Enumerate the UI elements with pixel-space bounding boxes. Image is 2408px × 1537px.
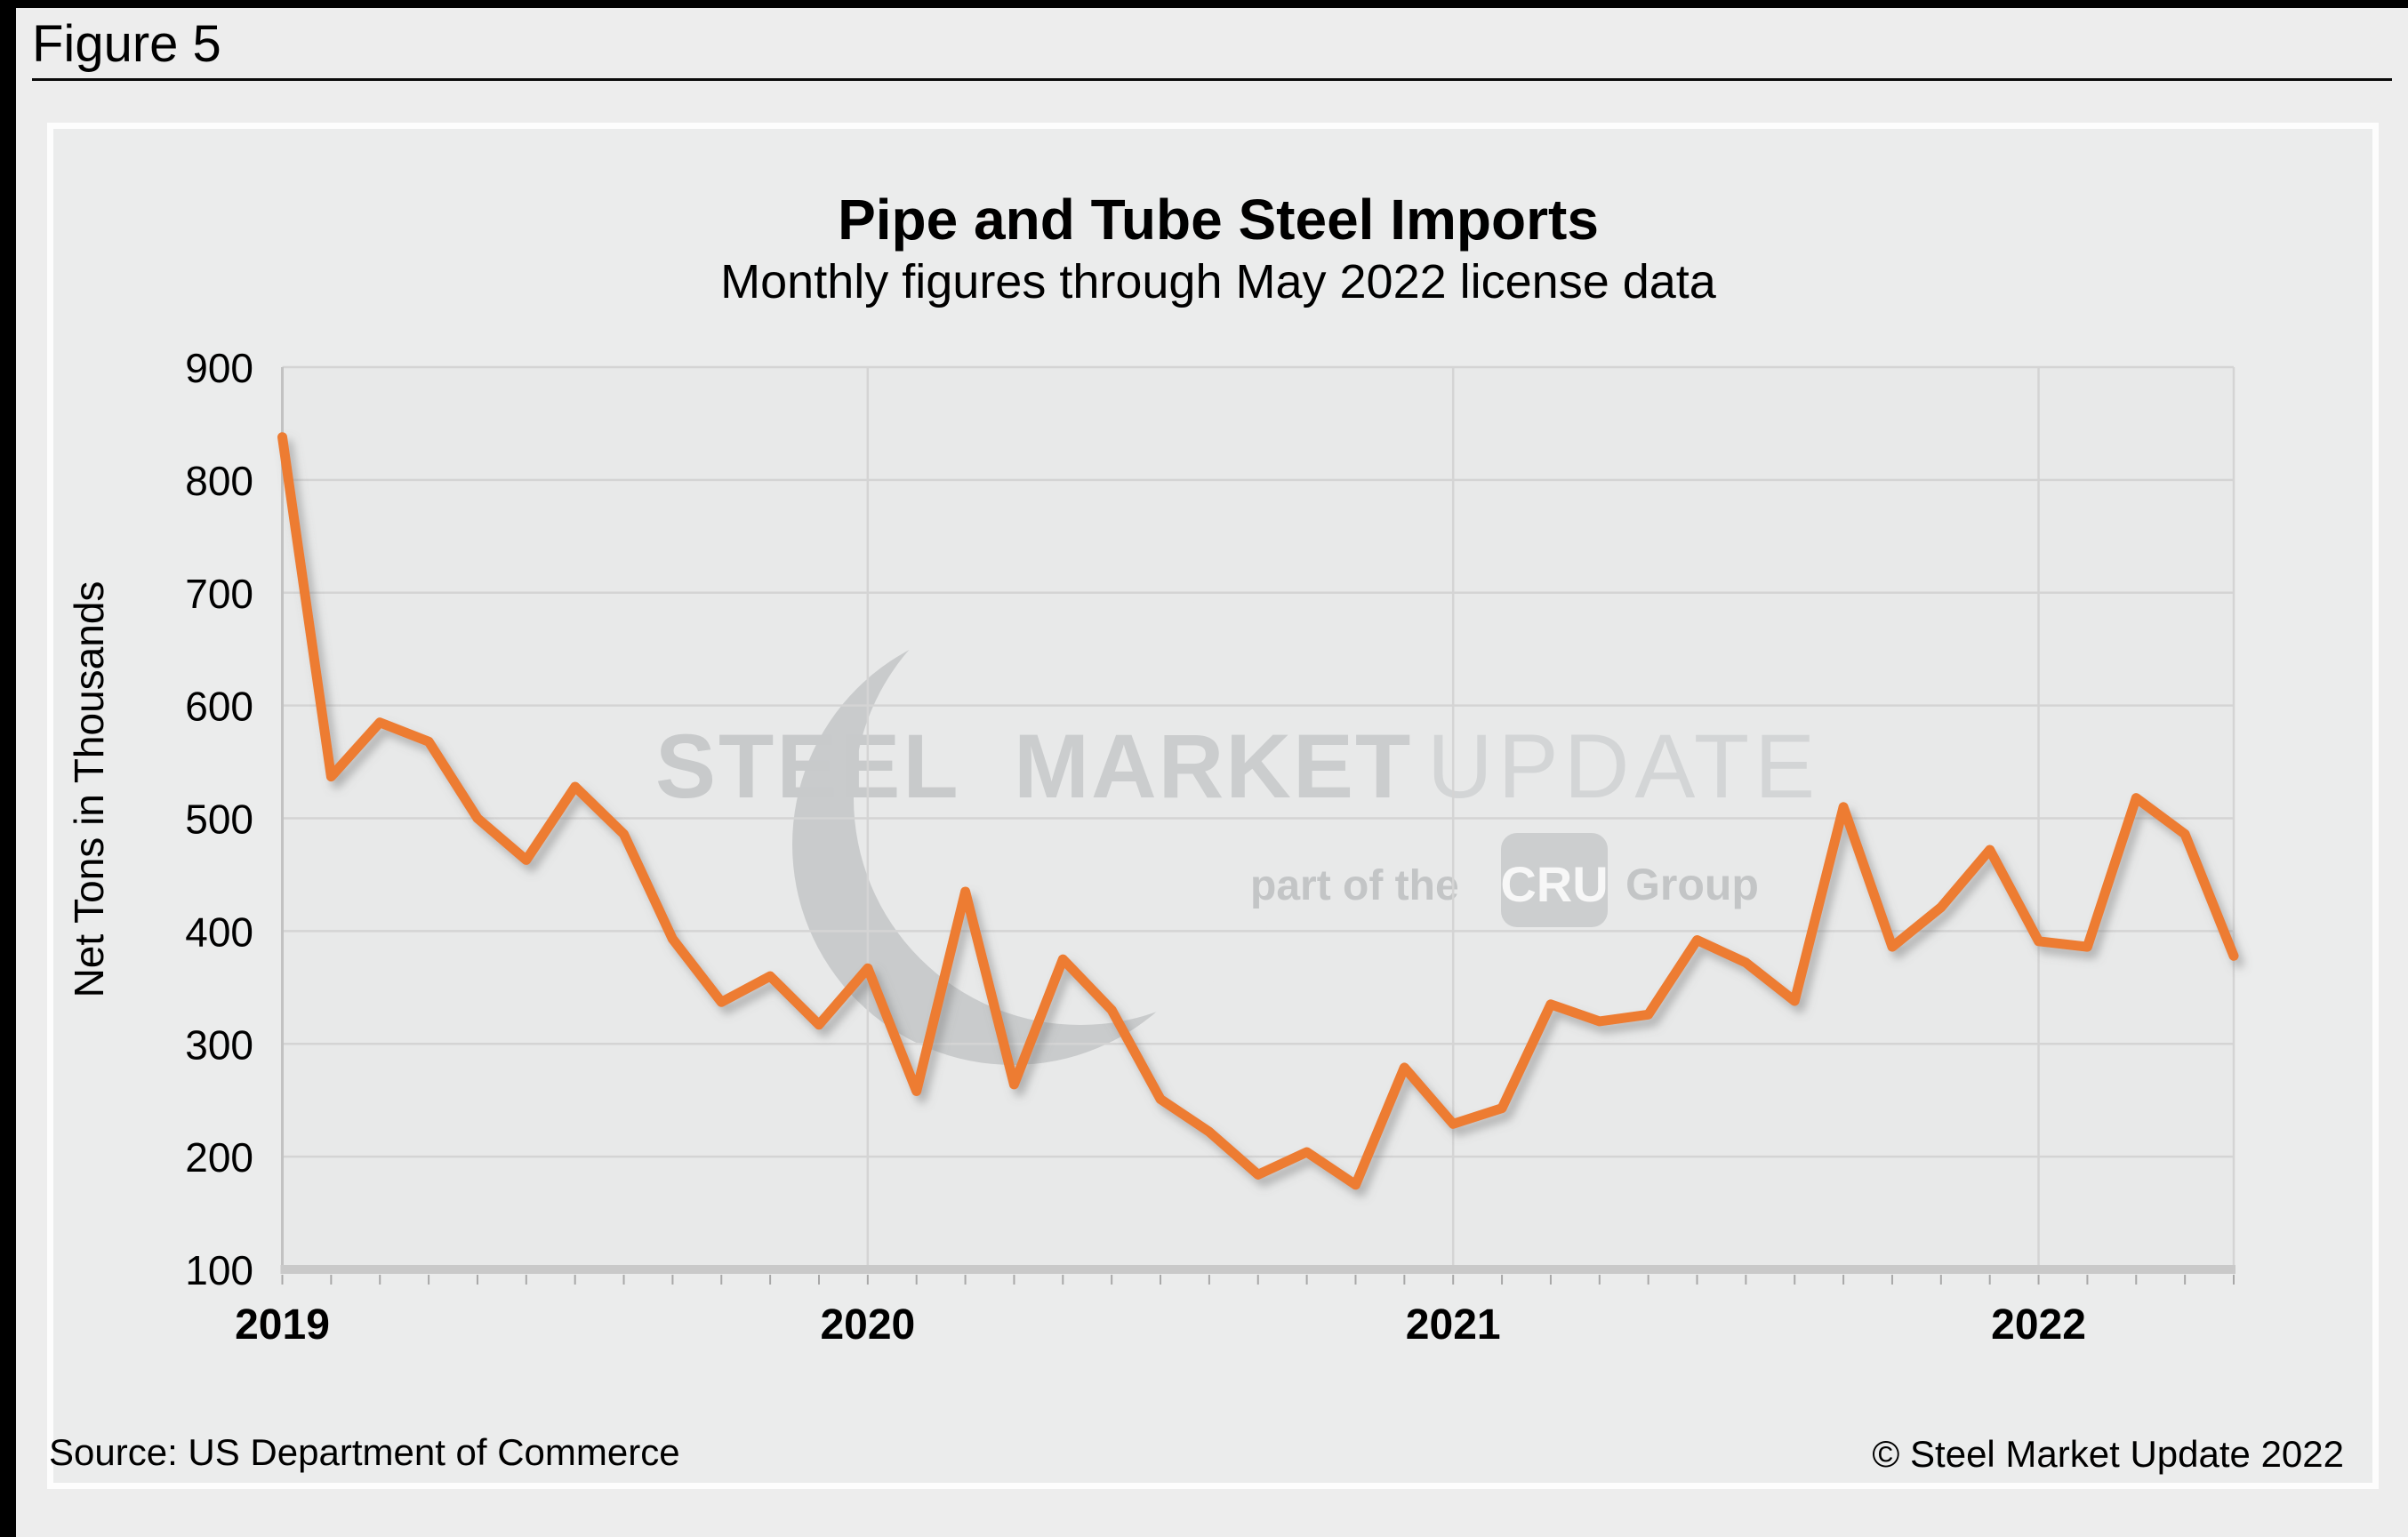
chart-title: Pipe and Tube Steel Imports — [838, 188, 1599, 252]
y-tick-label-900: 900 — [185, 345, 253, 391]
source-note: Source: US Department of Commerce — [49, 1431, 680, 1473]
watermark-update: UPDATE — [1427, 716, 1820, 817]
y-tick-label-400: 400 — [185, 909, 253, 955]
y-tick-label-700: 700 — [185, 571, 253, 617]
watermark-group: Group — [1625, 860, 1759, 909]
y-tick-label-600: 600 — [185, 684, 253, 730]
header-rule — [32, 78, 2392, 81]
imports-line-series — [277, 432, 2239, 1190]
frame-border-left — [0, 0, 16, 1537]
axes — [280, 367, 2235, 1285]
data-series — [277, 432, 2239, 1190]
figure-label: Figure 5 — [32, 15, 221, 73]
frame-border-top — [0, 0, 2408, 8]
y-tick-label-800: 800 — [185, 458, 253, 504]
cru-logo-box — [1501, 833, 1608, 927]
axis-labels: 100 200 300 400 500 600 700 800 900 2019 2020 2021 2… — [185, 345, 2086, 1349]
cru-logo-text: CRU — [1500, 856, 1608, 912]
chart-subtitle: Monthly figures through May 2022 license… — [720, 255, 1716, 308]
y-tick-label-300: 300 — [185, 1021, 253, 1068]
watermark-steel: STEEL — [655, 716, 961, 817]
y-tick-label-100: 100 — [185, 1247, 253, 1293]
x-tick-label-2021: 2021 — [1406, 1301, 1501, 1349]
x-tick-label-2020: 2020 — [820, 1301, 915, 1349]
watermark-market: MARKET — [1014, 716, 1412, 817]
y-tick-label-500: 500 — [185, 797, 253, 843]
watermark-tagline: part of the — [1250, 862, 1459, 909]
x-tick-label-2022: 2022 — [1991, 1301, 2086, 1349]
y-tick-label-200: 200 — [185, 1134, 253, 1181]
copyright-note: © Steel Market Update 2022 — [1872, 1433, 2344, 1475]
x-tick-label-2019: 2019 — [235, 1301, 330, 1349]
